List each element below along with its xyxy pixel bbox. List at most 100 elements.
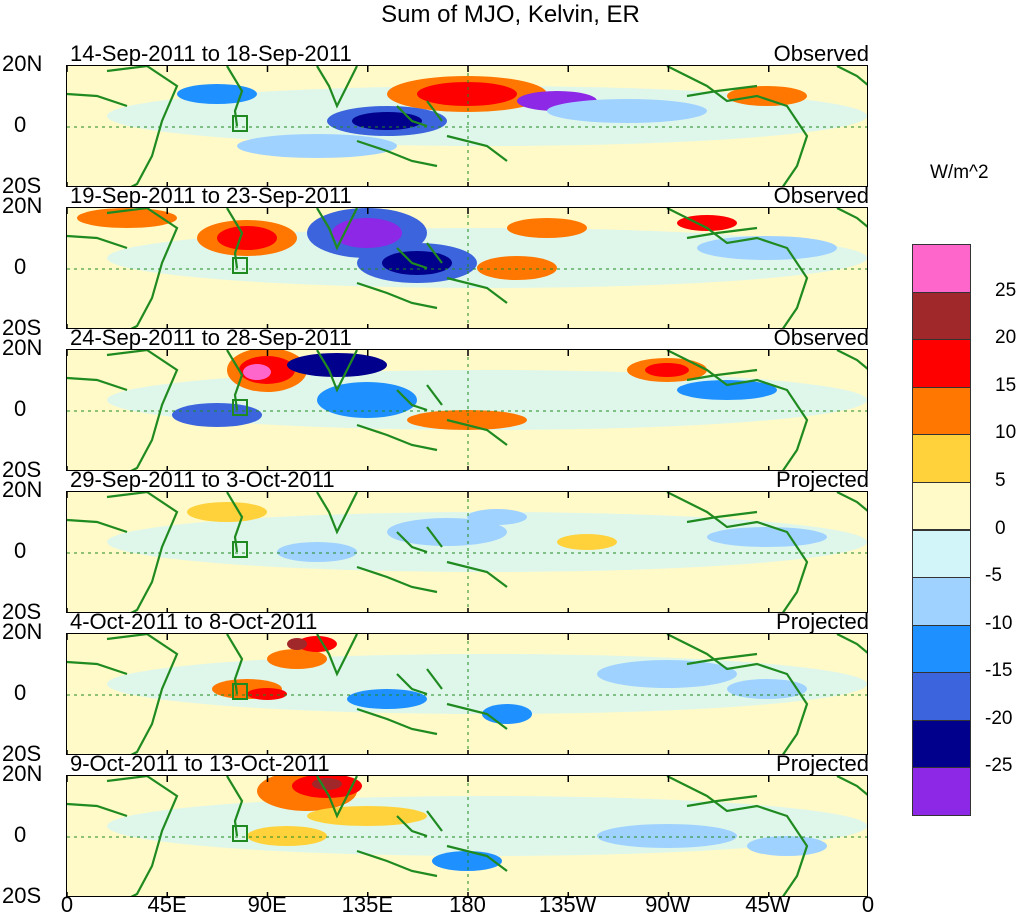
coastline [67, 518, 128, 534]
map-panel: 29-Sep-2011 to 3-Oct-2011 Projected 20N 0 20… [0, 467, 1021, 624]
anomaly-contour [347, 689, 427, 709]
coastline [316, 776, 358, 819]
coastline [106, 208, 179, 328]
latitude-tick-label: 20N [2, 619, 43, 644]
map-panel: 24-Sep-2011 to 28-Sep-2011 Observed 20N 0 20… [0, 325, 1021, 482]
panel-type-label: Observed [773, 325, 869, 350]
colorbar-segment [912, 339, 971, 388]
colorbar-unit: W/m^2 [930, 162, 989, 183]
latitude-tick-label: 20N [2, 193, 43, 218]
anomaly-contour [352, 112, 422, 130]
anomaly-contour [277, 542, 357, 562]
coastline [396, 384, 443, 412]
longitude-tick-label: 90W [645, 892, 691, 917]
coastline [686, 368, 758, 382]
anomaly-contour [597, 824, 737, 848]
anomaly-contour [317, 382, 417, 418]
colorbar-tick-label: 25 [995, 279, 1017, 301]
coastline [106, 776, 179, 896]
region-box [232, 257, 248, 274]
coastline [686, 84, 758, 98]
coastline [226, 776, 244, 837]
anomaly-contour [247, 826, 327, 846]
colorbar-tick-label: 0 [995, 517, 1006, 539]
region-box [232, 683, 248, 700]
map-field [67, 208, 867, 328]
olr-anomaly-map [66, 207, 868, 329]
coastline [666, 350, 809, 470]
coastline [226, 634, 244, 695]
coastline [396, 810, 443, 838]
anomaly-contour [417, 82, 517, 106]
coastline [316, 634, 358, 677]
latitude-tick-label: 20S [2, 741, 42, 766]
coastline [836, 492, 867, 512]
colorbar-tick-label: 10 [995, 422, 1017, 444]
panel-type-label: Projected [776, 609, 869, 634]
colorbar-tick-label: -10 [985, 612, 1013, 634]
panel-period-label: 19-Sep-2011 to 23-Sep-2011 [70, 183, 352, 208]
coastline [446, 134, 508, 162]
coastline [836, 208, 867, 228]
colorbar [912, 244, 971, 816]
region-box [232, 115, 248, 132]
colorbar-tick-label: -20 [985, 707, 1013, 729]
anomaly-contour [467, 509, 527, 525]
latitude-tick-label: 20N [2, 335, 43, 360]
anomaly-contour [243, 364, 271, 380]
coastline [666, 634, 809, 754]
panel-period-label: 14-Sep-2011 to 18-Sep-2011 [70, 41, 352, 66]
map-field [67, 492, 867, 612]
coastline [396, 668, 443, 696]
coastline [106, 492, 179, 612]
colorbar-tick-label: -25 [985, 755, 1013, 777]
colorbar-segment [912, 291, 971, 341]
latitude-tick-label: 20N [2, 51, 43, 76]
panel-period-label: 29-Sep-2011 to 3-Oct-2011 [70, 467, 335, 492]
coastline [446, 276, 508, 304]
coastline [356, 423, 438, 452]
coastline [686, 652, 758, 666]
coastline [836, 776, 867, 796]
coastline [316, 350, 358, 393]
coastline [686, 226, 758, 240]
latitude-tick-label: 20S [2, 315, 42, 340]
coastline [446, 702, 508, 730]
coastline [666, 492, 809, 612]
anomaly-contour [547, 99, 707, 123]
colorbar-segment [912, 481, 971, 531]
coastline [686, 510, 758, 524]
region-box [232, 825, 248, 842]
coastline [356, 849, 438, 878]
colorbar-segment [912, 719, 971, 769]
latitude-tick-label: 0 [14, 254, 27, 279]
map-panel: 19-Sep-2011 to 23-Sep-2011 Observed 20N 0 20… [0, 183, 1021, 340]
coastline [67, 234, 128, 250]
coastline [396, 526, 443, 554]
latitude-tick-label: 20N [2, 477, 43, 502]
colorbar-segment [912, 672, 971, 721]
anomaly-contour [482, 704, 532, 724]
panel-period-label: 9-Oct-2011 to 13-Oct-2011 [70, 751, 330, 776]
coastline [316, 208, 358, 251]
colorbar-tick-label: 5 [995, 469, 1006, 491]
anomaly-contour [287, 353, 387, 377]
region-box [232, 399, 248, 416]
panel-type-label: Projected [776, 751, 869, 776]
colorbar-segment [912, 577, 971, 626]
olr-anomaly-map [66, 633, 868, 755]
latitude-tick-label: 0 [14, 396, 27, 421]
coastline [356, 707, 438, 736]
latitude-tick-label: 0 [14, 112, 27, 137]
colorbar-segment [912, 244, 971, 293]
coastline [226, 208, 244, 269]
anomaly-contour [677, 380, 777, 400]
region-box [232, 541, 248, 558]
coastline [316, 66, 358, 109]
coastline [106, 634, 179, 754]
coastline [836, 634, 867, 654]
latitude-tick-label: 20S [2, 883, 42, 908]
coastline [836, 66, 867, 86]
coastline [666, 208, 809, 328]
anomaly-contour [407, 410, 527, 430]
